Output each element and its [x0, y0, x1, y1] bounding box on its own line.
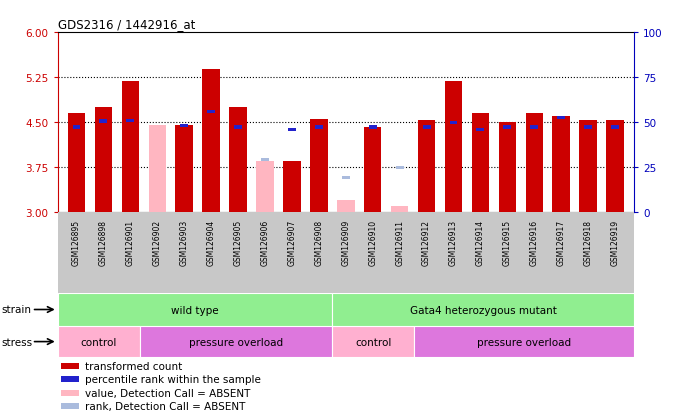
Bar	[580, 121, 597, 213]
Bar	[60, 404, 79, 409]
Text: GSM126913: GSM126913	[449, 219, 458, 265]
Text: stress: stress	[1, 337, 33, 347]
Text: GSM126914: GSM126914	[476, 219, 485, 265]
Text: GSM126907: GSM126907	[287, 219, 296, 265]
Bar	[445, 82, 462, 213]
Text: GSM126905: GSM126905	[233, 219, 243, 265]
Bar	[611, 126, 619, 129]
Bar	[60, 390, 79, 396]
Bar	[261, 158, 269, 161]
Text: control: control	[355, 337, 391, 347]
Text: strain: strain	[1, 305, 31, 315]
Bar	[504, 126, 511, 129]
Text: GSM126901: GSM126901	[126, 219, 135, 265]
Bar	[498, 123, 516, 213]
Bar	[422, 126, 431, 129]
Bar	[606, 121, 624, 213]
Bar	[315, 126, 323, 129]
Bar	[332, 326, 414, 357]
Bar	[180, 124, 188, 128]
Bar	[202, 70, 220, 213]
Bar	[396, 166, 403, 169]
Text: GSM126902: GSM126902	[153, 219, 162, 265]
Bar	[450, 121, 458, 124]
Text: GSM126904: GSM126904	[207, 219, 216, 265]
Bar	[369, 126, 377, 129]
Text: pressure overload: pressure overload	[477, 337, 572, 347]
Bar	[472, 114, 490, 213]
Bar	[126, 119, 134, 123]
Text: GSM126903: GSM126903	[180, 219, 188, 265]
Bar	[207, 110, 215, 114]
Text: control: control	[81, 337, 117, 347]
Text: GSM126898: GSM126898	[99, 219, 108, 265]
Text: value, Detection Call = ABSENT: value, Detection Call = ABSENT	[85, 388, 250, 398]
Text: transformed count: transformed count	[85, 361, 182, 371]
Bar	[140, 326, 332, 357]
Bar	[58, 293, 332, 326]
Text: GSM126912: GSM126912	[422, 219, 431, 265]
Bar	[229, 108, 247, 213]
Text: GSM126916: GSM126916	[530, 219, 539, 265]
Text: GSM126915: GSM126915	[503, 219, 512, 265]
Bar	[68, 114, 85, 213]
Text: GSM126895: GSM126895	[72, 219, 81, 265]
Bar	[60, 363, 79, 369]
Bar	[283, 162, 300, 213]
Bar	[100, 120, 107, 123]
Text: GSM126909: GSM126909	[341, 219, 351, 265]
Bar	[525, 114, 543, 213]
Bar	[337, 201, 355, 213]
Text: GSM126919: GSM126919	[611, 219, 620, 265]
Text: GSM126910: GSM126910	[368, 219, 377, 265]
Bar	[148, 126, 166, 213]
Text: rank, Detection Call = ABSENT: rank, Detection Call = ABSENT	[85, 401, 245, 411]
Bar	[584, 126, 592, 129]
Bar	[391, 206, 408, 213]
Text: wild type: wild type	[171, 305, 219, 315]
Bar	[477, 128, 484, 132]
Text: GSM126917: GSM126917	[557, 219, 565, 265]
Bar	[73, 126, 81, 129]
Bar	[234, 126, 242, 129]
Bar	[95, 108, 112, 213]
Text: GDS2316 / 1442916_at: GDS2316 / 1442916_at	[58, 18, 195, 31]
Bar	[414, 326, 634, 357]
Bar	[60, 377, 79, 382]
Bar	[176, 126, 193, 213]
Bar	[58, 326, 140, 357]
Text: GSM126908: GSM126908	[315, 219, 323, 265]
Bar	[418, 121, 435, 213]
Bar	[256, 162, 274, 213]
Bar	[557, 116, 565, 120]
Bar	[288, 128, 296, 132]
Bar	[332, 293, 634, 326]
Bar	[530, 126, 538, 129]
Text: percentile rank within the sample: percentile rank within the sample	[85, 375, 260, 385]
Text: GSM126906: GSM126906	[260, 219, 269, 265]
Bar	[121, 82, 139, 213]
Bar	[553, 117, 570, 213]
Text: GSM126911: GSM126911	[395, 219, 404, 265]
Bar	[342, 176, 350, 180]
Text: GSM126918: GSM126918	[584, 219, 593, 265]
Text: pressure overload: pressure overload	[189, 337, 283, 347]
Bar	[310, 119, 327, 213]
Bar	[364, 128, 382, 213]
Text: Gata4 heterozygous mutant: Gata4 heterozygous mutant	[410, 305, 557, 315]
